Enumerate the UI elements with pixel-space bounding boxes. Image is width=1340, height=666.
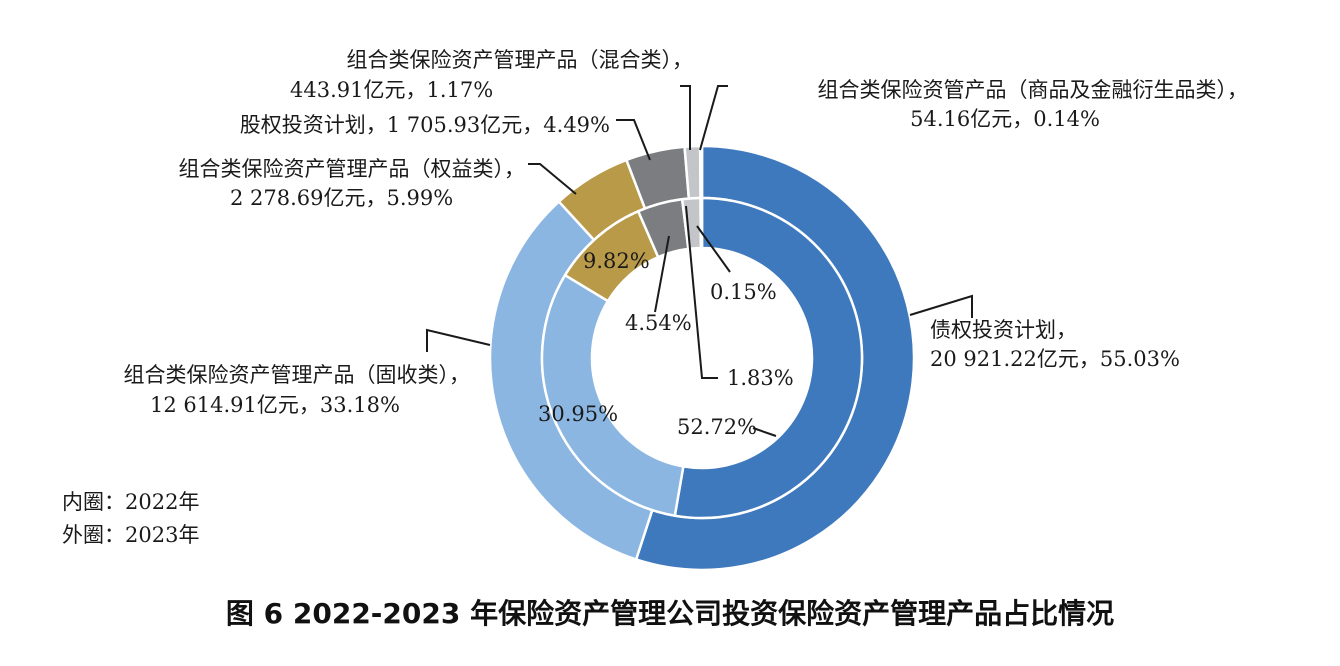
chart-title: 图 6 2022-2023 年保险资产管理公司投资保险资产管理产品占比情况 bbox=[226, 597, 1114, 630]
inner-ring-segment-5 bbox=[699, 196, 704, 250]
legend-inner: 内圈：2022年 bbox=[62, 490, 199, 514]
label-equity-plan: 股权投资计划，1 705.93亿元，4.49% bbox=[240, 113, 610, 137]
label-equity-line2: 2 278.69亿元，5.99% bbox=[230, 186, 453, 210]
label-bond-plan-line2: 20 921.22亿元，55.03% bbox=[930, 347, 1180, 371]
inner-label-commodity: 0.15% bbox=[710, 280, 777, 304]
leader-equity-plan bbox=[616, 119, 651, 161]
leader-lines bbox=[426, 85, 973, 437]
label-mixed-line2: 443.91亿元，1.17% bbox=[290, 78, 493, 102]
leader-mixed bbox=[680, 85, 691, 150]
inner-label-bond-plan: 52.72% bbox=[677, 415, 757, 439]
leader-inner-bond bbox=[752, 427, 777, 437]
label-fixed-income-line1: 组合类保险资产管理产品（固收类）， bbox=[124, 363, 471, 387]
label-equity-line1: 组合类保险资产管理产品（权益类）， bbox=[179, 157, 526, 181]
inner-label-mixed: 1.83% bbox=[727, 366, 794, 390]
leader-bond-plan bbox=[909, 294, 973, 318]
legend-outer: 外圈：2023年 bbox=[62, 523, 199, 547]
inner-ring-segment-0 bbox=[673, 196, 864, 520]
label-mixed-line1: 组合类保险资产管理产品（混合类）， bbox=[347, 48, 694, 72]
label-commodity-line2: 54.16亿元，0.14% bbox=[910, 107, 1100, 131]
leader-inner-equity-plan bbox=[654, 235, 670, 313]
chart-rings bbox=[488, 144, 916, 572]
inner-label-equity: 9.82% bbox=[583, 249, 650, 273]
inner-label-fixed-income: 30.95% bbox=[538, 402, 618, 426]
leader-inner-commodity bbox=[696, 225, 731, 273]
outer-ring-segment-4 bbox=[683, 144, 702, 200]
leader-commodity bbox=[699, 85, 728, 151]
inner-ring-segment-1 bbox=[540, 273, 685, 518]
label-bond-plan-line1: 债权投资计划， bbox=[930, 318, 1077, 342]
leader-inner-mixed bbox=[685, 205, 718, 379]
label-commodity-line1: 组合类保险资管产品（商品及金融衍生品类）， bbox=[818, 78, 1249, 102]
leader-fixed-income bbox=[426, 328, 491, 352]
label-fixed-income-line2: 12 614.91亿元，33.18% bbox=[150, 393, 400, 417]
inner-label-equity-plan: 4.54% bbox=[625, 311, 692, 335]
outer-ring-segment-5 bbox=[698, 144, 704, 200]
leader-equity bbox=[528, 163, 577, 195]
